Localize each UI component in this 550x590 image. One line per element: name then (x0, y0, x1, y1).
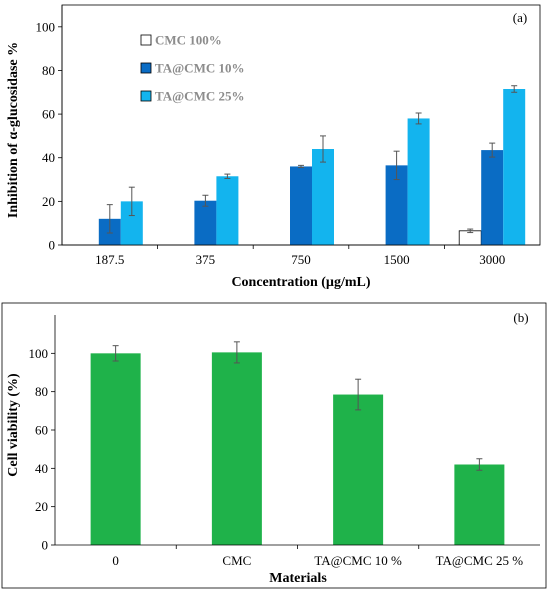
y-tick-label: 40 (35, 461, 48, 476)
panel-b-frame (1, 302, 547, 589)
panel-a-error-bars (106, 85, 518, 234)
y-tick-label: 0 (49, 238, 56, 253)
legend-label-ta-cmc-25: TA@CMC 25% (155, 89, 244, 104)
bar-series-ta-cmc-10 (333, 394, 384, 545)
legend-swatch-ta-cmc-10 (140, 62, 152, 74)
x-tick-label: TA@CMC 25 % (436, 553, 524, 568)
x-tick-label: TA@CMC 10 % (314, 553, 402, 568)
panel-b-x-axis: 0 CMC TA@CMC 10 % TA@CMC 25 % (55, 544, 540, 568)
y-tick-label: 60 (42, 107, 55, 122)
panel-b-chart: (b) 0 20 40 60 80 100 0 CMC TA@CMC 10 % TA@CMC 2… (1, 302, 547, 589)
panel-a-y-title: Inhibition of α-glucosidase % (6, 42, 21, 218)
panel-b-y-title: Cell viability (%) (6, 373, 21, 477)
bar-ta-cmc-25-3000 (503, 89, 526, 245)
y-tick-label: 80 (35, 384, 48, 399)
bar-ta-cmc-25-1500 (407, 118, 430, 245)
panel-b-label: (b) (513, 310, 528, 325)
legend-swatch-ta-cmc-25 (140, 90, 152, 102)
bar-ta-cmc-25-750 (312, 149, 334, 245)
panel-a-label: (a) (513, 10, 527, 25)
bar-series-ta-cmc-25 (454, 464, 505, 545)
y-tick-label: 100 (36, 19, 56, 34)
x-tick-label: CMC (222, 553, 251, 568)
bar-series-cmc (211, 352, 262, 545)
bar-ta-cmc-10-375 (194, 200, 217, 245)
y-tick-label: 60 (35, 423, 48, 438)
x-tick-label: 375 (196, 252, 216, 267)
y-tick-label: 100 (29, 346, 49, 361)
legend-swatch-cmc-100 (140, 34, 152, 46)
y-tick-label: 20 (35, 499, 48, 514)
panel-a-x-axis: 187.5 375 750 1500 3000 (62, 244, 540, 267)
bar-ta-cmc-10-3000 (481, 150, 504, 245)
x-tick-label: 750 (291, 252, 311, 267)
panel-a-bars (98, 89, 526, 246)
panel-b-error-bars (112, 341, 483, 471)
x-tick-label: 1500 (384, 252, 410, 267)
panel-a-y-axis: 0 20 40 60 80 100 (36, 5, 63, 253)
y-tick-label: 0 (42, 538, 49, 553)
legend-label-ta-cmc-10: TA@CMC 10% (155, 61, 244, 76)
bar-series-0 (90, 353, 141, 545)
y-tick-label: 20 (42, 194, 55, 209)
x-tick-label: 187.5 (95, 252, 124, 267)
panel-a-chart: (a) 0 20 40 60 80 100 187.5 375 750 1500 3000 CMC… (6, 4, 541, 290)
bar-ta-cmc-10-750 (290, 166, 312, 245)
x-tick-label: 0 (112, 553, 119, 568)
panel-b-x-title: Materials (269, 571, 327, 586)
panel-b-y-axis: 0 20 40 60 80 100 (29, 315, 56, 553)
legend-label-cmc-100: CMC 100% (155, 33, 222, 48)
panel-b-bars (90, 352, 505, 545)
x-tick-label: 3000 (479, 252, 505, 267)
y-tick-label: 80 (42, 63, 55, 78)
y-tick-label: 40 (42, 150, 55, 165)
panel-a-x-title: Concentration (µg/mL) (231, 275, 370, 290)
bar-ta-cmc-25-375 (216, 176, 239, 245)
panel-a-legend: CMC 100% TA@CMC 10% TA@CMC 25% (140, 33, 244, 104)
bar-ta-cmc-10-1500 (385, 165, 408, 245)
bar-ta-cmc-25-187-5 (120, 201, 143, 245)
